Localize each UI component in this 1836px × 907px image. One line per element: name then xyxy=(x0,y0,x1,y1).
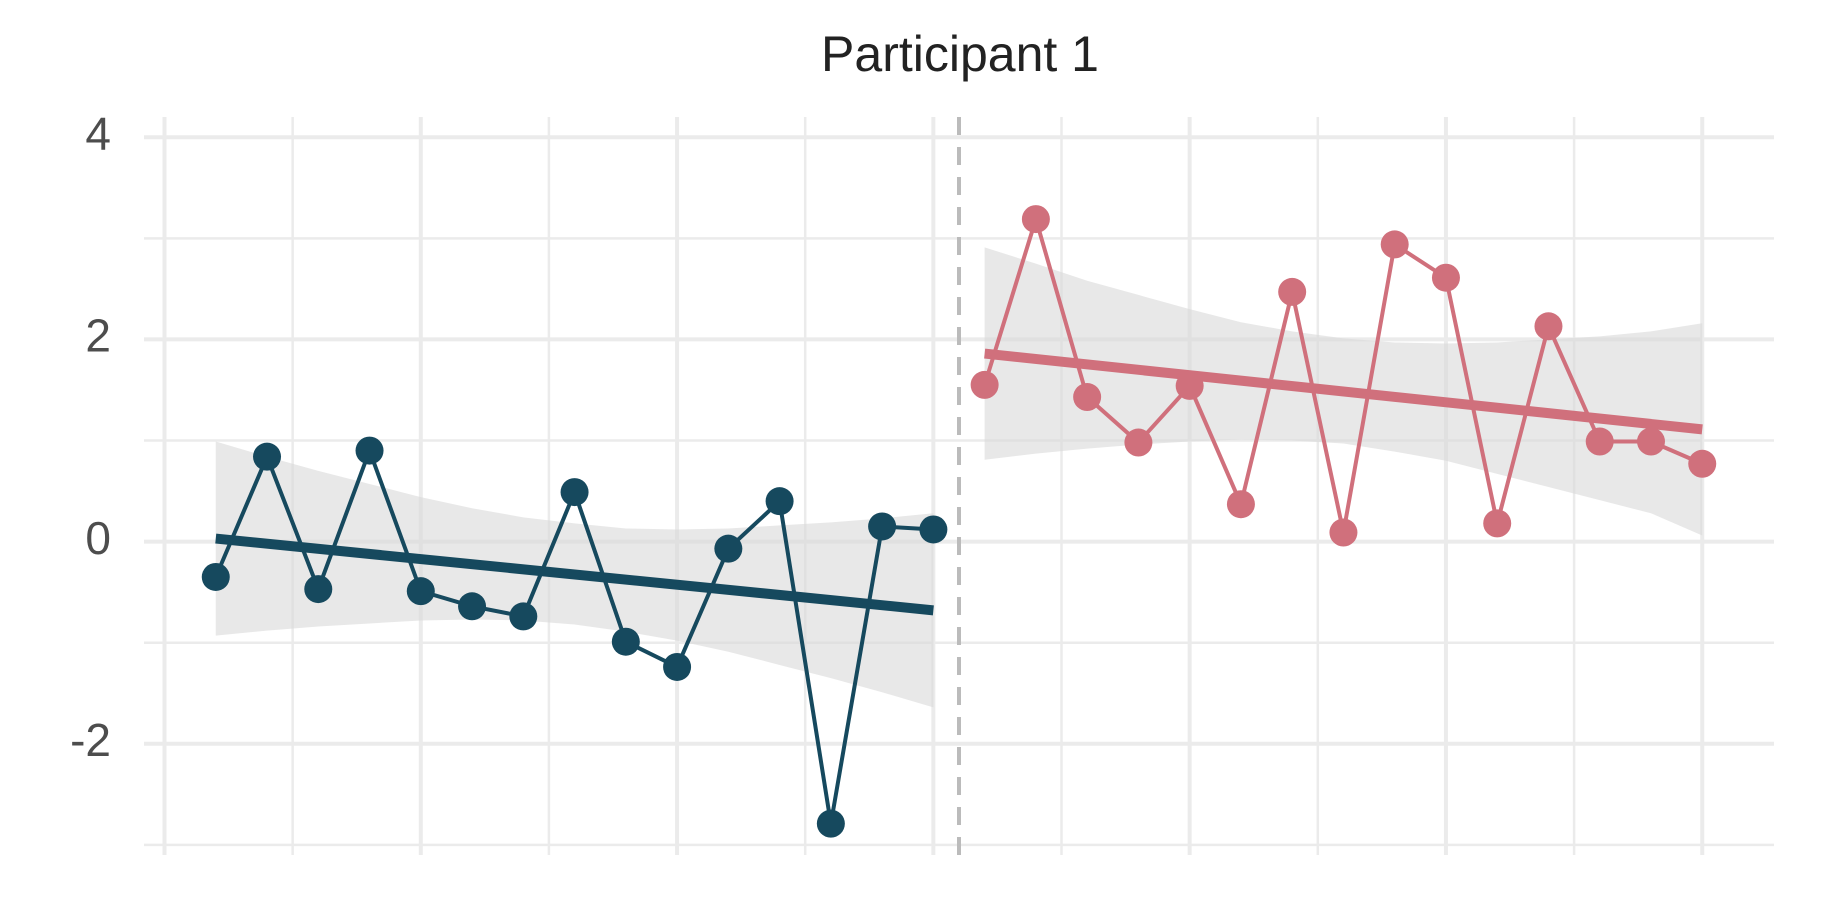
data-point xyxy=(765,487,794,516)
y-tick-label: 0 xyxy=(85,512,111,564)
data-point xyxy=(560,478,589,507)
y-tick-label: -2 xyxy=(70,714,111,766)
data-point xyxy=(1431,263,1460,292)
data-point xyxy=(1175,371,1204,400)
y-tick-label: 4 xyxy=(85,107,111,159)
trend-line xyxy=(984,348,1703,435)
data-point xyxy=(304,575,333,604)
data-point xyxy=(970,370,999,399)
data-point xyxy=(1329,518,1358,547)
data-point xyxy=(714,534,743,563)
chart-title: Participant 1 xyxy=(821,26,1099,82)
data-point xyxy=(1073,383,1102,412)
trend-line xyxy=(215,533,934,616)
data-point xyxy=(1021,205,1050,234)
data-point xyxy=(611,627,640,656)
data-point xyxy=(816,809,845,838)
data-point xyxy=(1380,230,1409,259)
data-point xyxy=(868,512,897,541)
data-point xyxy=(253,442,282,471)
y-tick-label: 2 xyxy=(85,310,111,362)
data-point xyxy=(1483,509,1512,538)
data-point xyxy=(406,577,435,606)
data-point xyxy=(1688,449,1717,478)
data-point xyxy=(919,515,948,544)
data-point xyxy=(1585,427,1614,456)
data-point xyxy=(355,436,384,465)
data-point xyxy=(1278,277,1307,306)
data-point xyxy=(1226,490,1255,519)
data-point xyxy=(1534,312,1563,341)
data-point xyxy=(201,562,230,591)
data-point xyxy=(663,652,692,681)
data-point xyxy=(458,592,487,621)
data-point xyxy=(509,602,538,631)
data-point xyxy=(1636,427,1665,456)
data-point xyxy=(1124,428,1153,457)
